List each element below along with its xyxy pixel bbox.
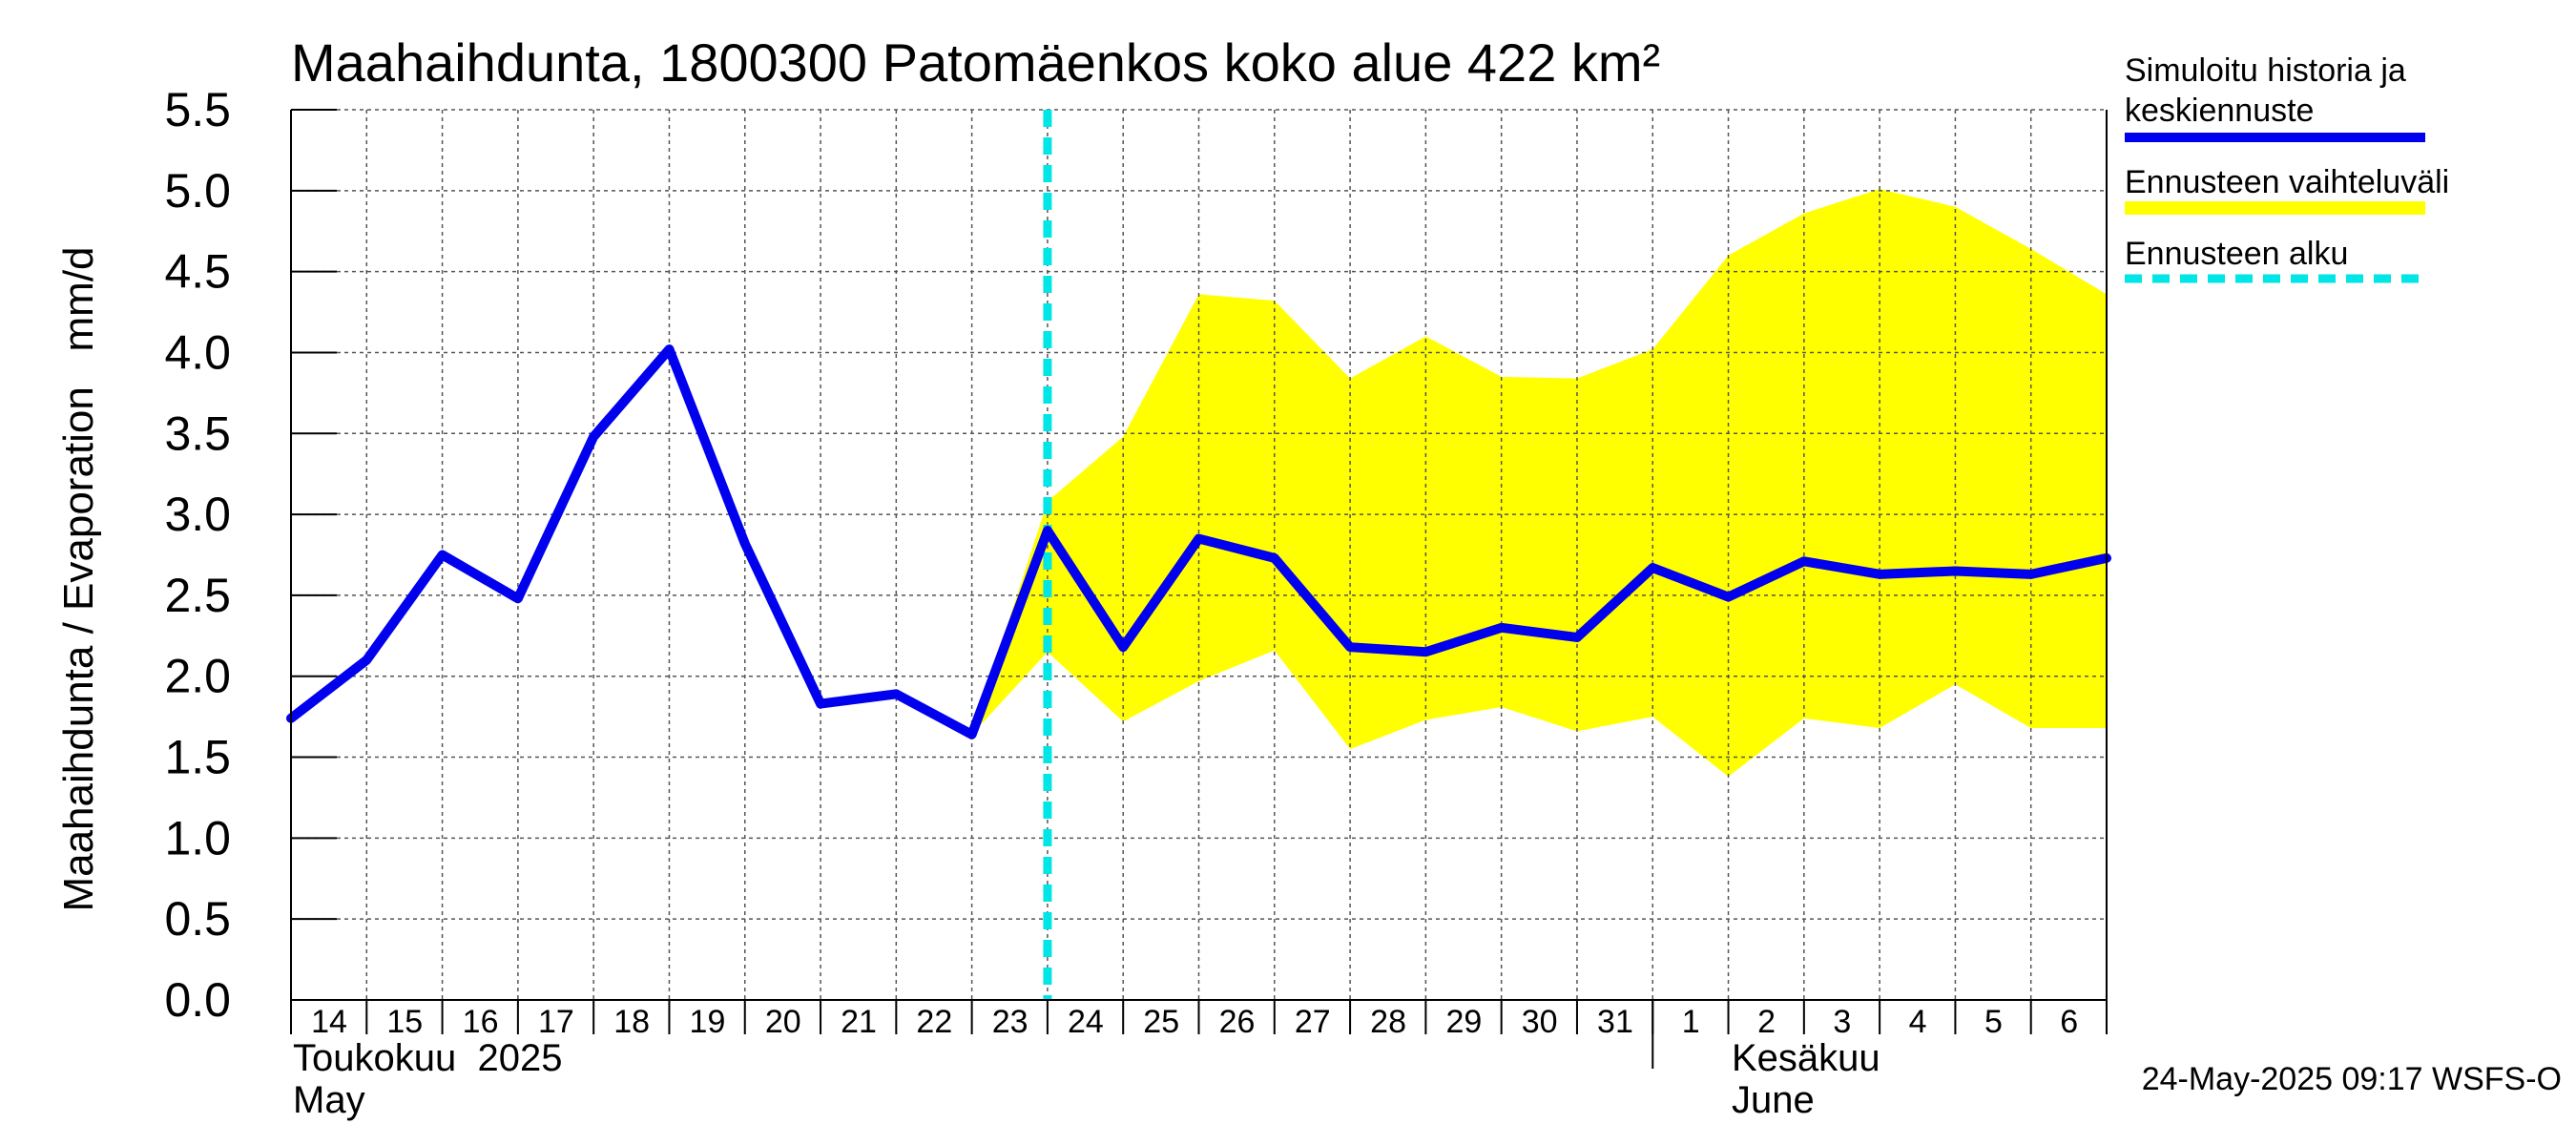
- y-tick-label: 5.5: [164, 83, 231, 136]
- forecast-range-band: [971, 189, 2107, 777]
- footer-timestamp: 24-May-2025 09:17 WSFS-O: [2142, 1061, 2562, 1097]
- x-tick-label: 29: [1445, 1004, 1482, 1040]
- x-tick-label: 20: [765, 1004, 801, 1040]
- axes-layer: 0.00.51.01.52.02.53.03.54.04.55.05.514 15…: [164, 83, 2108, 1069]
- y-tick-label: 3.0: [164, 488, 231, 541]
- series-point: [1728, 596, 1730, 598]
- y-tick-label: 2.0: [164, 650, 231, 703]
- legend-range-label: Ennusteen vaihteluväli: [2125, 164, 2449, 200]
- y-tick-label: 0.5: [164, 892, 231, 946]
- x-tick-label: 31: [1597, 1004, 1633, 1040]
- x-tick-label: 2: [1757, 1004, 1776, 1040]
- series-point: [2030, 573, 2032, 575]
- y-tick-label: 1.0: [164, 811, 231, 864]
- series-point: [365, 659, 367, 661]
- series-point: [1954, 570, 1956, 572]
- x-tick-label: 30: [1522, 1004, 1558, 1040]
- y-tick-label: 3.5: [164, 406, 231, 460]
- x-tick-label: 27: [1295, 1004, 1331, 1040]
- chart-title: Maahaihdunta, 1800300 Patomäenkos koko a…: [291, 32, 1660, 93]
- x-tick-label: 17: [538, 1004, 574, 1040]
- series-point: [517, 597, 519, 599]
- y-tick-label: 0.0: [164, 973, 231, 1027]
- series-point: [1501, 627, 1503, 629]
- legend-history-label-line1: Simuloitu historia ja: [2125, 52, 2406, 89]
- x-tick-label: 4: [1909, 1004, 1927, 1040]
- x-tick-label: 28: [1370, 1004, 1406, 1040]
- legend-history-label-line2: keskiennuste: [2125, 93, 2314, 129]
- series-point: [744, 543, 746, 545]
- series-point: [1122, 646, 1124, 648]
- y-tick-label: 4.0: [164, 325, 231, 379]
- x-tick-label: 25: [1143, 1004, 1179, 1040]
- y-tick-label: 5.0: [164, 164, 231, 218]
- series-point: [1576, 636, 1578, 638]
- x-tick-label: 26: [1219, 1004, 1256, 1040]
- y-tick-label: 4.5: [164, 245, 231, 299]
- x-tick-label: 18: [613, 1004, 650, 1040]
- x-tick-label: 1: [1682, 1004, 1700, 1040]
- series-point: [1424, 651, 1426, 653]
- legend-start-label: Ennusteen alku: [2125, 236, 2348, 272]
- y-tick-label: 1.5: [164, 731, 231, 784]
- series-point: [895, 693, 897, 695]
- x-tick-label: 21: [841, 1004, 877, 1040]
- month-label-june-fi: Kesäkuu: [1732, 1037, 1880, 1079]
- month-label-may-en: May: [293, 1079, 365, 1121]
- x-tick-label: 23: [992, 1004, 1028, 1040]
- y-axis-label: Maahaihdunta / Evaporation mm/d: [55, 246, 102, 911]
- x-tick-label: 19: [690, 1004, 726, 1040]
- forecast-range-band-layer: [971, 189, 2107, 777]
- series-point: [668, 348, 670, 350]
- x-tick-label: 15: [386, 1004, 423, 1040]
- series-point: [1803, 560, 1805, 562]
- series-point: [1274, 557, 1276, 559]
- series-point: [1349, 646, 1351, 648]
- y-tick-label: 2.5: [164, 569, 231, 622]
- series-point: [971, 734, 973, 736]
- series-line-layer: [286, 110, 2111, 1000]
- x-tick-label: 14: [311, 1004, 347, 1040]
- series-point: [592, 436, 594, 438]
- series-point: [1652, 567, 1653, 569]
- series-point: [442, 554, 444, 555]
- x-tick-label: 5: [1984, 1004, 2003, 1040]
- series-point: [1198, 538, 1199, 540]
- month-label-june-en: June: [1732, 1079, 1815, 1121]
- legend: Simuloitu historia ja keskiennuste Ennus…: [2125, 52, 2449, 283]
- x-tick-label: 6: [2060, 1004, 2078, 1040]
- x-tick-label: 22: [916, 1004, 952, 1040]
- x-tick-label: 16: [463, 1004, 499, 1040]
- x-tick-label: 24: [1068, 1004, 1104, 1040]
- x-tick-label: 3: [1833, 1004, 1851, 1040]
- month-label-may-fi: Toukokuu 2025: [293, 1037, 562, 1079]
